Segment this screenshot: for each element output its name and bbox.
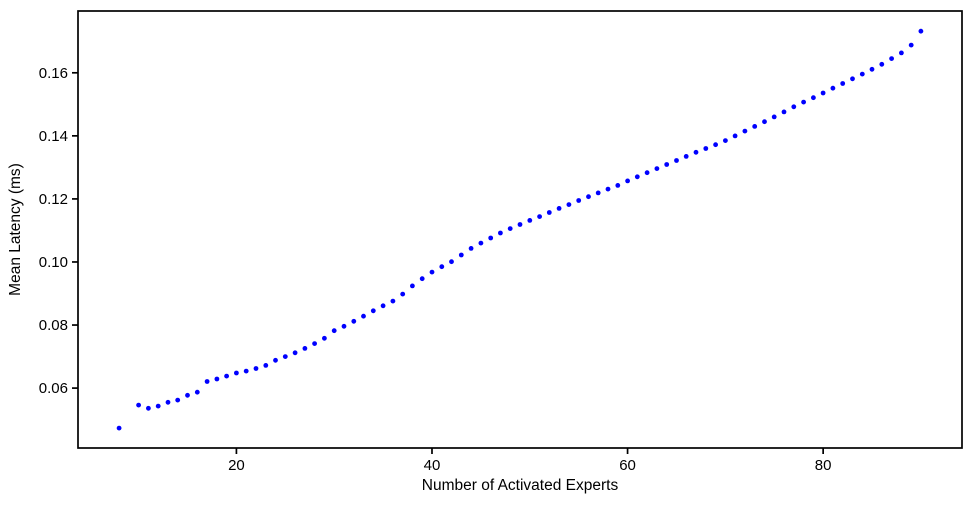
scatter-point: [781, 109, 787, 115]
scatter-point: [204, 379, 210, 384]
scatter-point: [703, 146, 709, 151]
scatter-point: [185, 392, 190, 398]
scatter-point: [713, 142, 718, 148]
scatter-point: [419, 276, 425, 282]
scatter-point: [615, 183, 621, 188]
scatter-point: [664, 162, 670, 167]
scatter-point: [723, 138, 728, 144]
x-tick-label: 80: [815, 457, 832, 474]
scatter-point: [400, 291, 406, 297]
y-tick-label: 0.08: [39, 317, 68, 334]
scatter-point: [566, 202, 572, 208]
scatter-point: [253, 366, 259, 371]
scatter-point: [674, 158, 679, 163]
scatter-point: [644, 170, 650, 176]
x-axis-label: Number of Activated Experts: [422, 477, 619, 494]
scatter-point: [811, 95, 816, 101]
x-tick-label: 40: [424, 457, 441, 474]
scatter-point: [527, 218, 533, 223]
scatter-point: [879, 61, 885, 67]
scatter-point: [155, 403, 161, 409]
scatter-point: [556, 206, 562, 211]
scatter-point: [840, 81, 846, 86]
scatter-point: [175, 397, 181, 403]
y-tick-label: 0.06: [39, 380, 68, 397]
scatter-point: [869, 66, 875, 72]
scatter-point: [899, 50, 904, 56]
y-tick-label: 0.14: [39, 128, 68, 145]
scatter-point: [507, 226, 513, 232]
scatter-point: [820, 90, 826, 96]
scatter-point: [752, 124, 758, 129]
scatter-point: [312, 341, 317, 346]
scatter-point: [165, 399, 171, 405]
scatter-point: [732, 133, 738, 139]
scatter-point: [292, 350, 298, 356]
scatter-point: [370, 308, 376, 314]
scatter-point: [194, 389, 200, 395]
scatter-point: [468, 246, 474, 251]
scatter-point: [742, 128, 748, 134]
scatter-point: [390, 298, 396, 304]
scatter-point: [595, 190, 601, 196]
scatter-point: [850, 76, 855, 82]
scatter-point: [224, 373, 230, 379]
scatter-point: [908, 42, 914, 48]
x-tick-label: 60: [619, 457, 636, 474]
scatter-point: [488, 235, 494, 241]
scatter-point: [634, 174, 640, 180]
scatter-point: [282, 354, 288, 359]
scatter-point: [214, 376, 220, 382]
scatter-point: [410, 283, 415, 289]
x-tick-label: 20: [228, 457, 245, 474]
scatter-point: [458, 252, 464, 258]
scatter-point: [351, 318, 357, 324]
scatter-point: [498, 230, 503, 236]
scatter-point: [429, 269, 435, 275]
scatter-point: [586, 194, 591, 200]
scatter-point: [380, 303, 386, 309]
scatter-point: [537, 214, 542, 220]
scatter-point: [234, 370, 239, 376]
y-axis-label: Mean Latency (ms): [7, 163, 24, 296]
scatter-point: [439, 264, 445, 270]
y-tick-label: 0.10: [39, 254, 68, 271]
scatter-point: [331, 328, 337, 334]
scatter-point: [605, 186, 611, 192]
scatter-point: [449, 259, 454, 265]
scatter-point: [693, 149, 699, 155]
scatter-point: [762, 119, 767, 125]
scatter-point: [771, 114, 777, 120]
scatter-point: [478, 240, 484, 246]
scatter-point: [302, 346, 308, 351]
scatter-point: [791, 104, 797, 110]
scatter-point: [859, 71, 865, 77]
scatter-point: [625, 178, 630, 184]
scatter-point: [918, 28, 924, 34]
scatter-point: [830, 85, 836, 91]
scatter-point: [146, 405, 151, 411]
scatter-point: [546, 210, 552, 215]
scatter-point: [116, 425, 122, 431]
scatter-point: [801, 99, 806, 105]
scatter-point: [273, 357, 278, 363]
scatter-point: [517, 222, 523, 227]
y-tick-label: 0.12: [39, 191, 68, 208]
scatter-point: [889, 56, 894, 61]
scatter-point: [263, 363, 269, 368]
scatter-point: [576, 198, 582, 203]
axes-box: [77, 10, 963, 449]
scatter-point: [361, 313, 366, 319]
scatter-point: [341, 323, 347, 329]
scatter-point: [322, 335, 327, 341]
scatter-point: [654, 166, 660, 172]
scatter-point: [683, 154, 689, 159]
scatter-point: [136, 402, 142, 408]
y-tick-label: 0.16: [39, 65, 68, 82]
scatter-point: [243, 368, 249, 374]
